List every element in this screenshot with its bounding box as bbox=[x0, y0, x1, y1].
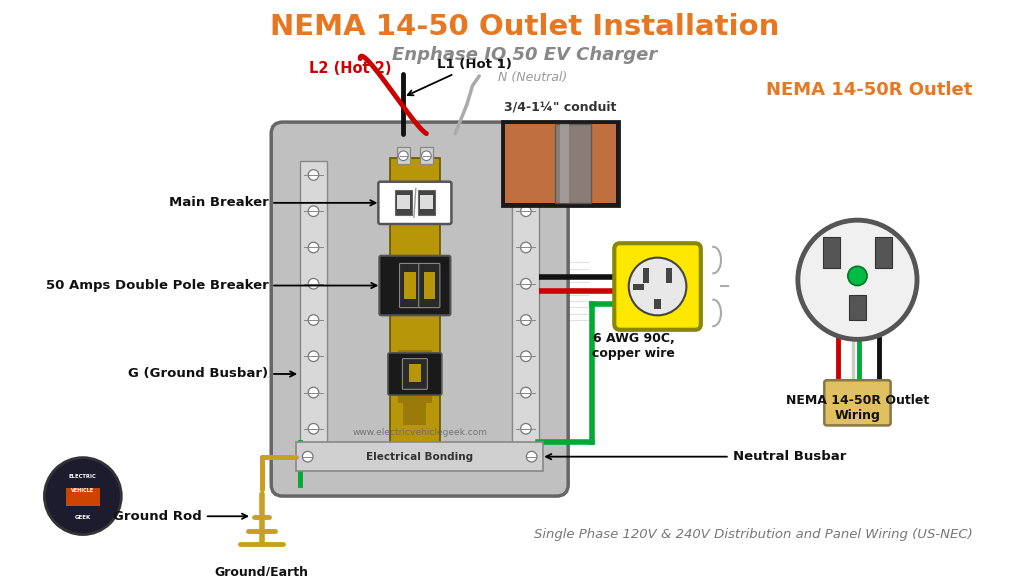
Bar bbox=[403, 398, 426, 425]
Text: Electrical Bonding: Electrical Bonding bbox=[367, 452, 473, 461]
FancyBboxPatch shape bbox=[388, 353, 441, 395]
Text: 50 Amps Double Pole Breaker: 50 Amps Double Pole Breaker bbox=[46, 279, 377, 292]
Bar bbox=[66, 488, 100, 506]
Bar bbox=[424, 272, 435, 299]
FancyBboxPatch shape bbox=[419, 263, 440, 308]
Bar bbox=[296, 442, 543, 471]
Text: L2 (Hot 2): L2 (Hot 2) bbox=[309, 60, 392, 76]
FancyBboxPatch shape bbox=[399, 263, 421, 308]
Bar bbox=[666, 268, 673, 283]
Circle shape bbox=[520, 423, 531, 434]
Text: 3/4-1¼" conduit: 3/4-1¼" conduit bbox=[504, 100, 616, 113]
Bar bbox=[633, 283, 644, 290]
Bar bbox=[410, 365, 421, 382]
Text: ELECTRIC: ELECTRIC bbox=[69, 475, 96, 479]
Bar bbox=[823, 237, 840, 268]
Circle shape bbox=[308, 423, 318, 434]
Circle shape bbox=[520, 387, 531, 398]
Bar bbox=[653, 299, 662, 309]
Circle shape bbox=[798, 220, 918, 339]
FancyBboxPatch shape bbox=[379, 256, 451, 315]
Circle shape bbox=[308, 387, 318, 398]
Text: Ground Rod: Ground Rod bbox=[114, 510, 247, 523]
Bar bbox=[418, 190, 435, 215]
FancyBboxPatch shape bbox=[824, 380, 891, 426]
Bar bbox=[396, 195, 410, 209]
Circle shape bbox=[308, 242, 318, 253]
Bar bbox=[555, 124, 591, 203]
Circle shape bbox=[308, 314, 318, 325]
Bar bbox=[300, 161, 327, 448]
Circle shape bbox=[308, 170, 318, 180]
Bar bbox=[397, 147, 410, 164]
Bar bbox=[420, 195, 433, 209]
Bar bbox=[420, 147, 433, 164]
Text: G (Ground Busbar): G (Ground Busbar) bbox=[128, 367, 295, 381]
Bar bbox=[394, 190, 412, 215]
Text: N (Neutral): N (Neutral) bbox=[499, 71, 567, 84]
Text: Main Breaker: Main Breaker bbox=[169, 196, 376, 209]
FancyBboxPatch shape bbox=[271, 122, 568, 496]
Text: GEEK: GEEK bbox=[75, 515, 91, 520]
Bar bbox=[397, 350, 432, 403]
Bar bbox=[559, 124, 569, 203]
Bar bbox=[502, 121, 620, 206]
Bar bbox=[404, 272, 416, 299]
Bar bbox=[390, 158, 440, 448]
Text: NEMA 14-50R Outlet: NEMA 14-50R Outlet bbox=[766, 81, 972, 100]
Circle shape bbox=[308, 206, 318, 217]
Bar bbox=[849, 295, 866, 320]
Circle shape bbox=[520, 170, 531, 180]
Circle shape bbox=[398, 151, 409, 161]
Circle shape bbox=[520, 351, 531, 362]
Text: VEHICLE: VEHICLE bbox=[72, 488, 94, 493]
FancyBboxPatch shape bbox=[402, 359, 427, 389]
Bar bbox=[643, 268, 649, 283]
Bar bbox=[512, 161, 540, 448]
Text: www.electricvehiclegeek.com: www.electricvehiclegeek.com bbox=[352, 428, 487, 437]
Text: Enphase IQ 50 EV Charger: Enphase IQ 50 EV Charger bbox=[392, 46, 657, 64]
FancyBboxPatch shape bbox=[614, 243, 700, 329]
Circle shape bbox=[848, 266, 867, 286]
Circle shape bbox=[520, 314, 531, 325]
Circle shape bbox=[520, 278, 531, 289]
Text: 6 AWG 90C,
copper wire: 6 AWG 90C, copper wire bbox=[592, 332, 675, 359]
Text: NEMA 14-50 Outlet Installation: NEMA 14-50 Outlet Installation bbox=[270, 13, 779, 41]
Circle shape bbox=[308, 278, 318, 289]
Circle shape bbox=[526, 452, 537, 462]
Circle shape bbox=[302, 452, 313, 462]
Circle shape bbox=[520, 206, 531, 217]
Circle shape bbox=[308, 351, 318, 362]
Text: Single Phase 120V & 240V Distribution and Panel Wiring (US-NEC): Single Phase 120V & 240V Distribution an… bbox=[535, 528, 973, 541]
Bar bbox=[874, 237, 892, 268]
Circle shape bbox=[520, 242, 531, 253]
FancyBboxPatch shape bbox=[378, 181, 452, 224]
Text: NEMA 14-50R Outlet
Wiring: NEMA 14-50R Outlet Wiring bbox=[785, 394, 929, 422]
Text: L1 (Hot 1): L1 (Hot 1) bbox=[408, 58, 512, 95]
Bar bbox=[505, 124, 616, 203]
Circle shape bbox=[44, 457, 121, 535]
Text: Neutral Busbar: Neutral Busbar bbox=[546, 450, 846, 463]
Circle shape bbox=[629, 257, 686, 315]
Text: Ground/Earth: Ground/Earth bbox=[215, 565, 308, 576]
Circle shape bbox=[422, 151, 431, 161]
